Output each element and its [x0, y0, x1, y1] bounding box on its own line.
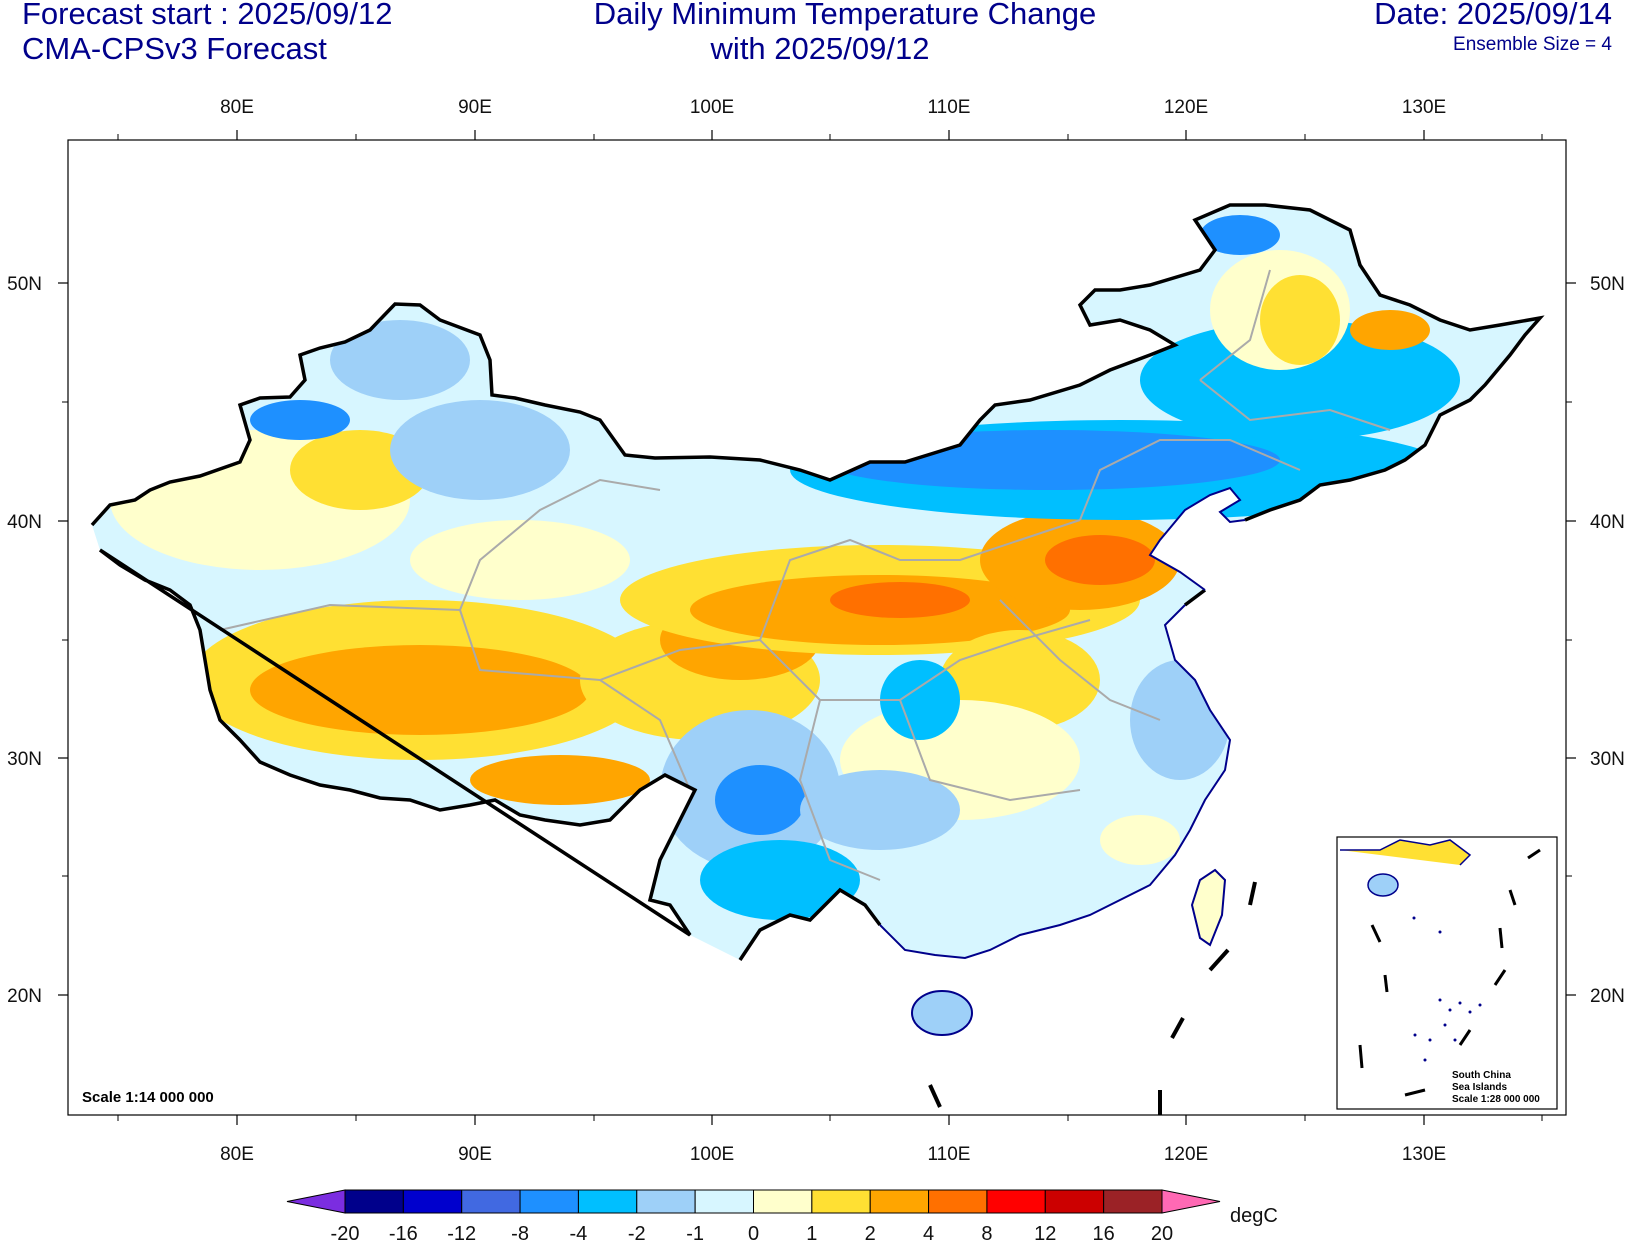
map-scale-label: Scale 1:14 000 000 [82, 1089, 214, 1106]
ensemble-size-label: Ensemble Size = 4 [1453, 34, 1612, 55]
colorbar-tick-label: 8 [981, 1223, 992, 1241]
colorbar-swatch [1103, 1189, 1163, 1214]
colorbar-swatch [636, 1189, 696, 1214]
colorbar-swatch [986, 1189, 1046, 1214]
colorbar-tick-label: -8 [511, 1223, 529, 1241]
lat-label-left: 40N [7, 512, 42, 533]
lon-label-bottom: 120E [1164, 1144, 1208, 1165]
colorbar-swatch [1044, 1189, 1105, 1214]
valid-date-label: Date: 2025/09/14 [1374, 0, 1612, 31]
colorbar-tick-label: -20 [331, 1223, 360, 1241]
colorbar-tick-label: -4 [570, 1223, 588, 1241]
colorbar-high-arrow [1161, 1189, 1221, 1214]
inset-label-line2: Sea Islands [1452, 1082, 1507, 1093]
colorbar-swatch [461, 1189, 521, 1214]
colorbar-low-arrow [286, 1189, 346, 1214]
lat-label-left: 20N [7, 986, 42, 1007]
colorbar-tick-label: -12 [447, 1223, 476, 1241]
colorbar-tick-label: -1 [686, 1223, 704, 1241]
lat-label-right: 50N [1590, 274, 1625, 295]
lon-label-bottom: 110E [928, 1144, 971, 1165]
map-subtitle: with 2025/09/12 [710, 31, 930, 66]
lat-label-right: 30N [1590, 749, 1625, 770]
lat-label-right: 20N [1590, 986, 1625, 1007]
inset-scale-label: Scale 1:28 000 000 [1452, 1094, 1540, 1105]
hainan-island [911, 990, 973, 1036]
colorbar-tick-label: 4 [923, 1223, 934, 1241]
colorbar-tick-label: 12 [1034, 1223, 1056, 1241]
southern-border [738, 887, 882, 961]
colorbar-swatch [344, 1189, 404, 1214]
lat-label-left: 30N [7, 749, 42, 770]
colorbar-tick-label: 20 [1151, 1223, 1173, 1241]
lon-label-bottom: 80E [220, 1144, 254, 1165]
province-boundaries [219, 269, 1391, 881]
colorbar: -20 -16 -12 -8 -4 -2 -1 0 1 2 4 8 12 16 20 [286, 1189, 1221, 1241]
axis-ticks [58, 130, 1576, 1125]
lon-label-top: 120E [1164, 97, 1208, 118]
colorbar-tick-label: 2 [865, 1223, 876, 1241]
lat-label-left: 50N [7, 274, 42, 295]
lon-label-top: 90E [458, 97, 492, 118]
national-boundary [90, 203, 1545, 937]
model-name-label: CMA-CPSv3 Forecast [22, 31, 327, 66]
colorbar-tick-label: -16 [389, 1223, 418, 1241]
dashed-boundary-lines [928, 881, 1257, 1115]
colorbar-tick-label: 0 [748, 1223, 759, 1241]
colorbar-swatch [519, 1189, 579, 1214]
map-title: Daily Minimum Temperature Change [593, 0, 1097, 31]
inset-label-line1: South China [1452, 1070, 1511, 1081]
lon-label-top: 110E [928, 97, 971, 118]
lon-label-top: 80E [220, 97, 254, 118]
coastline [879, 486, 1246, 960]
lon-label-bottom: 100E [690, 1144, 734, 1165]
colorbar-swatch [869, 1189, 930, 1214]
south-china-sea-inset: South China Sea Islands Scale 1:28 000 0… [1336, 836, 1558, 1110]
colorbar-tick-label: 1 [806, 1223, 817, 1241]
colorbar-swatch [402, 1189, 463, 1214]
colorbar-unit-label: degC [1230, 1205, 1278, 1227]
colorbar-swatch [811, 1189, 871, 1214]
lat-label-right: 40N [1590, 512, 1625, 533]
colorbar-tick-label: 16 [1093, 1223, 1115, 1241]
colorbar-tick-label: -2 [628, 1223, 646, 1241]
forecast-start-label: Forecast start : 2025/09/12 [22, 0, 393, 31]
colorbar-swatch [753, 1189, 813, 1214]
lon-label-bottom: 130E [1402, 1144, 1446, 1165]
lon-label-top: 100E [690, 97, 734, 118]
axis-labels: 80E 80E 90E 90E 100E 100E 110E 110E 120E 120E 130E… [7, 97, 1625, 1165]
taiwan-island [1190, 868, 1227, 947]
colorbar-swatch [577, 1189, 638, 1214]
lon-label-bottom: 90E [458, 1144, 492, 1165]
colorbar-swatch [928, 1189, 988, 1214]
colorbar-swatch [694, 1189, 755, 1214]
lon-label-top: 130E [1402, 97, 1446, 118]
